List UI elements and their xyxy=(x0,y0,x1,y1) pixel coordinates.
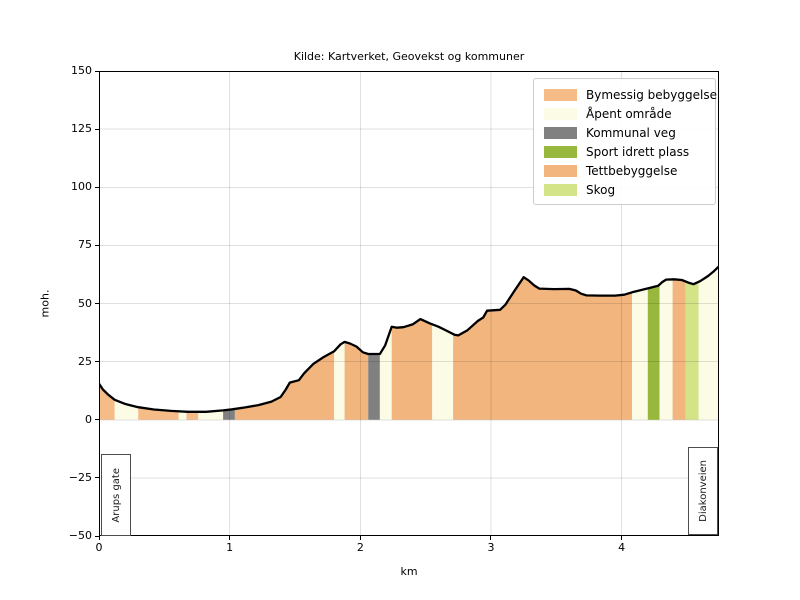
legend-item: Tettbebyggelse xyxy=(534,161,715,180)
legend-label: Åpent område xyxy=(586,106,672,121)
legend-swatch-kommunal-veg xyxy=(544,126,577,139)
x-tick-label: 3 xyxy=(487,541,495,554)
y-tick-label: 50 xyxy=(78,296,92,310)
y-tick-mark xyxy=(95,303,99,304)
annotation-start-street-text: Arups gate xyxy=(110,467,122,523)
legend-item: Åpent område xyxy=(534,104,715,123)
legend-swatch-tettbebyggelse xyxy=(544,164,577,177)
y-tick-label: 150 xyxy=(71,64,92,77)
x-tick-mark xyxy=(621,536,623,540)
x-tick-mark xyxy=(490,536,492,540)
y-tick-label: 25 xyxy=(78,354,92,368)
legend-label: Skog xyxy=(586,182,616,197)
y-tick-label: 0 xyxy=(85,412,92,426)
legend-item: Skog xyxy=(534,180,715,199)
legend-label: Sport idrett plass xyxy=(586,144,690,159)
elevation-profile-chart xyxy=(99,71,719,536)
y-tick-mark xyxy=(95,186,99,188)
y-tick-label: 75 xyxy=(78,238,92,252)
legend: Bymessig bebyggelse Åpent område Kommuna… xyxy=(533,78,717,205)
y-tick-label: 125 xyxy=(71,122,92,136)
legend-swatch-skog xyxy=(544,183,577,196)
legend-item: Kommunal veg xyxy=(534,123,715,142)
legend-swatch-sport-idrett-plass xyxy=(544,145,577,158)
y-tick-mark xyxy=(95,477,99,479)
legend-swatch-bymessig-bebyggelse xyxy=(544,88,577,101)
x-tick-mark xyxy=(229,536,231,540)
x-axis-label: km xyxy=(400,565,418,578)
legend-swatch-apent-omrade xyxy=(544,107,577,120)
legend-label: Tettbebyggelse xyxy=(586,163,678,178)
legend-item: Bymessig bebyggelse xyxy=(534,85,717,104)
x-tick-label: 1 xyxy=(226,541,234,554)
y-tick-label: −25 xyxy=(68,470,92,484)
legend-label: Kommunal veg xyxy=(586,125,676,140)
x-tick-mark xyxy=(98,536,100,540)
annotation-start-street: Arups gate xyxy=(101,454,131,536)
y-tick-label: 100 xyxy=(71,180,92,194)
x-tick-mark xyxy=(359,536,361,540)
y-tick-mark xyxy=(95,361,99,363)
y-tick-mark xyxy=(95,128,99,130)
annotation-end-street-text: Diakonveien xyxy=(697,460,709,522)
annotation-end-street: Diakonveien xyxy=(688,447,718,535)
legend-label: Bymessig bebyggelse xyxy=(586,87,717,102)
x-tick-label: 4 xyxy=(618,541,626,554)
y-tick-label: −50 xyxy=(68,529,92,542)
y-tick-mark xyxy=(95,70,99,72)
y-tick-mark xyxy=(95,419,99,421)
y-tick-mark xyxy=(95,535,99,537)
x-tick-label: 2 xyxy=(356,541,364,554)
chart-title: Kilde: Kartverket, Geovekst og kommuner xyxy=(293,50,525,63)
legend-item: Sport idrett plass xyxy=(534,142,715,161)
x-tick-label: 0 xyxy=(95,541,103,554)
y-tick-mark xyxy=(95,244,99,246)
